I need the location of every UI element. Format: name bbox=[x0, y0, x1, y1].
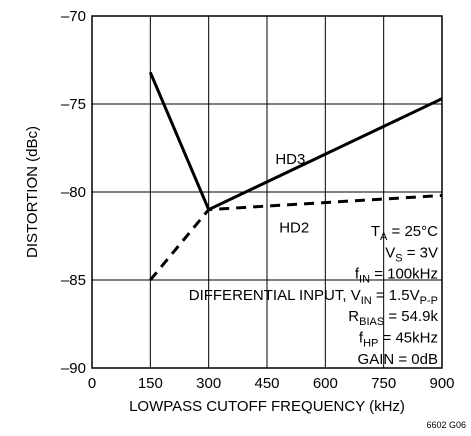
condition-line: DIFFERENTIAL INPUT, VIN = 1.5VP-P bbox=[189, 287, 438, 307]
series-labels: HD3 HD2 bbox=[275, 151, 309, 237]
condition-line: TA = 25°C bbox=[371, 223, 438, 243]
x-tick-label: 750 bbox=[371, 375, 396, 392]
condition-line: GAIN = 0dB bbox=[358, 351, 438, 368]
condition-line: fIN = 100kHz bbox=[355, 266, 438, 286]
condition-line: RBIAS = 54.9k bbox=[348, 308, 438, 328]
y-tick-label: –70 bbox=[61, 8, 86, 25]
y-tick-label: –90 bbox=[61, 360, 86, 377]
x-tick-label: 0 bbox=[88, 375, 96, 392]
y-tick-label: –80 bbox=[61, 184, 86, 201]
series-label-hd3: HD3 bbox=[275, 151, 305, 168]
x-tick-labels: 0 150 300 450 600 750 900 bbox=[88, 375, 455, 392]
y-tick-labels: –70 –75 –80 –85 –90 bbox=[61, 8, 86, 377]
y-tick-label: –85 bbox=[61, 272, 86, 289]
condition-line: VS = 3V bbox=[385, 244, 438, 264]
figure-id: 6602 G06 bbox=[426, 420, 466, 430]
x-tick-label: 600 bbox=[313, 375, 338, 392]
x-tick-label: 450 bbox=[254, 375, 279, 392]
y-tick-label: –75 bbox=[61, 96, 86, 113]
x-tick-label: 150 bbox=[138, 375, 163, 392]
x-tick-label: 300 bbox=[196, 375, 221, 392]
series-line-hd3 bbox=[150, 72, 442, 209]
series-label-hd2: HD2 bbox=[279, 219, 309, 236]
x-axis-title: LOWPASS CUTOFF FREQUENCY (kHz) bbox=[129, 398, 405, 415]
series-lines bbox=[150, 72, 442, 280]
condition-line: fHP = 45kHz bbox=[359, 330, 438, 350]
y-axis-title: DISTORTION (dBc) bbox=[24, 126, 41, 258]
x-tick-label: 900 bbox=[429, 375, 454, 392]
